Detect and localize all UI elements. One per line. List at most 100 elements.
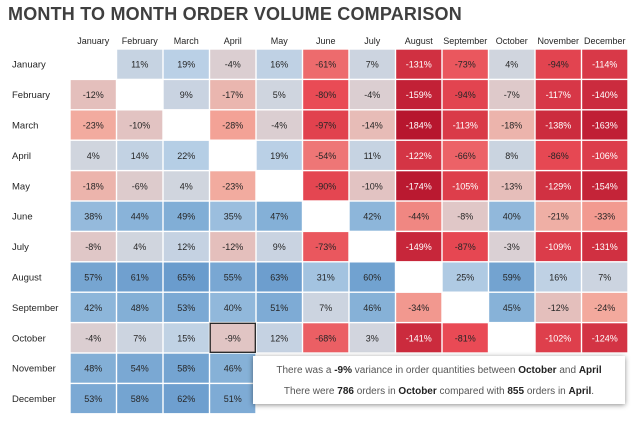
heatmap-cell[interactable] — [256, 201, 302, 231]
heatmap-cell[interactable] — [70, 232, 116, 262]
heatmap-cell[interactable] — [349, 80, 395, 110]
heatmap-cell[interactable] — [117, 292, 163, 322]
heatmap-cell[interactable] — [582, 262, 628, 292]
heatmap-cell[interactable] — [489, 110, 535, 140]
heatmap-cell[interactable] — [256, 140, 302, 170]
heatmap-cell[interactable] — [489, 80, 535, 110]
heatmap-cell[interactable] — [70, 201, 116, 231]
heatmap-cell[interactable] — [210, 232, 256, 262]
heatmap-cell[interactable] — [117, 384, 163, 414]
heatmap-cell[interactable] — [163, 232, 209, 262]
heatmap-cell[interactable] — [303, 110, 349, 140]
heatmap-cell[interactable] — [349, 140, 395, 170]
heatmap-cell[interactable] — [70, 323, 116, 353]
heatmap-cell[interactable] — [489, 292, 535, 322]
heatmap-cell[interactable] — [163, 80, 209, 110]
heatmap-cell[interactable] — [256, 49, 302, 79]
heatmap-cell[interactable] — [489, 140, 535, 170]
heatmap-cell[interactable] — [70, 110, 116, 140]
heatmap-cell[interactable] — [163, 323, 209, 353]
heatmap-cell[interactable] — [163, 171, 209, 201]
heatmap-cell[interactable] — [396, 201, 442, 231]
heatmap-cell[interactable] — [535, 80, 581, 110]
heatmap-cell[interactable] — [442, 171, 488, 201]
heatmap-cell[interactable] — [210, 384, 256, 414]
heatmap-cell[interactable] — [117, 353, 163, 383]
heatmap-cell[interactable] — [256, 110, 302, 140]
heatmap-cell[interactable] — [535, 171, 581, 201]
heatmap-cell[interactable] — [303, 140, 349, 170]
heatmap-cell[interactable] — [582, 292, 628, 322]
heatmap-cell[interactable] — [210, 292, 256, 322]
heatmap-cell[interactable] — [349, 201, 395, 231]
heatmap-cell[interactable] — [117, 171, 163, 201]
heatmap-cell[interactable] — [396, 80, 442, 110]
heatmap-cell[interactable] — [117, 232, 163, 262]
heatmap-cell[interactable] — [535, 292, 581, 322]
heatmap-cell[interactable] — [70, 384, 116, 414]
heatmap-cell[interactable] — [163, 201, 209, 231]
heatmap-cell[interactable] — [396, 292, 442, 322]
heatmap-cell[interactable] — [535, 232, 581, 262]
heatmap-cell[interactable] — [303, 80, 349, 110]
heatmap-cell[interactable] — [117, 110, 163, 140]
heatmap-cell[interactable] — [582, 49, 628, 79]
heatmap-cell[interactable] — [396, 171, 442, 201]
heatmap-cell[interactable] — [303, 49, 349, 79]
heatmap-cell[interactable] — [303, 292, 349, 322]
heatmap-cell[interactable] — [442, 201, 488, 231]
heatmap-cell[interactable] — [70, 292, 116, 322]
heatmap-cell[interactable] — [489, 262, 535, 292]
heatmap-cell[interactable] — [117, 49, 163, 79]
heatmap-cell[interactable] — [117, 201, 163, 231]
heatmap-cell[interactable] — [535, 201, 581, 231]
heatmap-cell[interactable] — [582, 80, 628, 110]
heatmap-cell[interactable] — [349, 292, 395, 322]
heatmap-cell[interactable] — [256, 80, 302, 110]
heatmap-cell[interactable] — [210, 353, 256, 383]
heatmap-cell[interactable] — [489, 171, 535, 201]
heatmap-cell[interactable] — [442, 323, 488, 353]
heatmap-cell[interactable] — [349, 110, 395, 140]
heatmap-cell[interactable] — [442, 80, 488, 110]
heatmap-cell[interactable] — [442, 232, 488, 262]
heatmap-cell[interactable] — [582, 110, 628, 140]
heatmap-cell[interactable] — [70, 80, 116, 110]
heatmap-cell[interactable] — [303, 262, 349, 292]
heatmap-cell[interactable] — [396, 110, 442, 140]
heatmap-cell[interactable] — [117, 140, 163, 170]
heatmap-cell[interactable] — [303, 171, 349, 201]
heatmap-cell[interactable] — [256, 292, 302, 322]
heatmap-cell[interactable] — [582, 232, 628, 262]
heatmap-cell[interactable] — [489, 201, 535, 231]
heatmap-cell[interactable] — [582, 323, 628, 353]
heatmap-cell[interactable] — [210, 171, 256, 201]
heatmap-cell[interactable] — [303, 323, 349, 353]
heatmap-cell[interactable] — [535, 140, 581, 170]
heatmap-cell[interactable] — [396, 323, 442, 353]
heatmap-cell[interactable] — [442, 262, 488, 292]
heatmap-cell[interactable] — [163, 49, 209, 79]
heatmap-cell[interactable] — [163, 262, 209, 292]
heatmap-cell[interactable] — [256, 232, 302, 262]
heatmap-cell[interactable] — [70, 171, 116, 201]
heatmap-cell[interactable] — [70, 353, 116, 383]
heatmap-cell[interactable] — [442, 110, 488, 140]
heatmap-cell[interactable] — [210, 80, 256, 110]
heatmap-cell[interactable] — [163, 292, 209, 322]
heatmap-cell[interactable] — [256, 262, 302, 292]
heatmap-cell[interactable] — [582, 140, 628, 170]
heatmap-cell[interactable] — [582, 171, 628, 201]
heatmap-cell[interactable] — [349, 49, 395, 79]
heatmap-cell[interactable] — [396, 140, 442, 170]
heatmap-cell[interactable] — [349, 171, 395, 201]
heatmap-cell[interactable] — [256, 323, 302, 353]
heatmap-cell[interactable] — [396, 232, 442, 262]
heatmap-cell[interactable] — [535, 323, 581, 353]
heatmap-cell[interactable] — [396, 49, 442, 79]
heatmap-cell[interactable] — [303, 232, 349, 262]
heatmap-cell[interactable] — [209, 322, 256, 353]
heatmap-cell[interactable] — [210, 110, 256, 140]
heatmap-cell[interactable] — [117, 262, 163, 292]
heatmap-cell[interactable] — [70, 140, 116, 170]
